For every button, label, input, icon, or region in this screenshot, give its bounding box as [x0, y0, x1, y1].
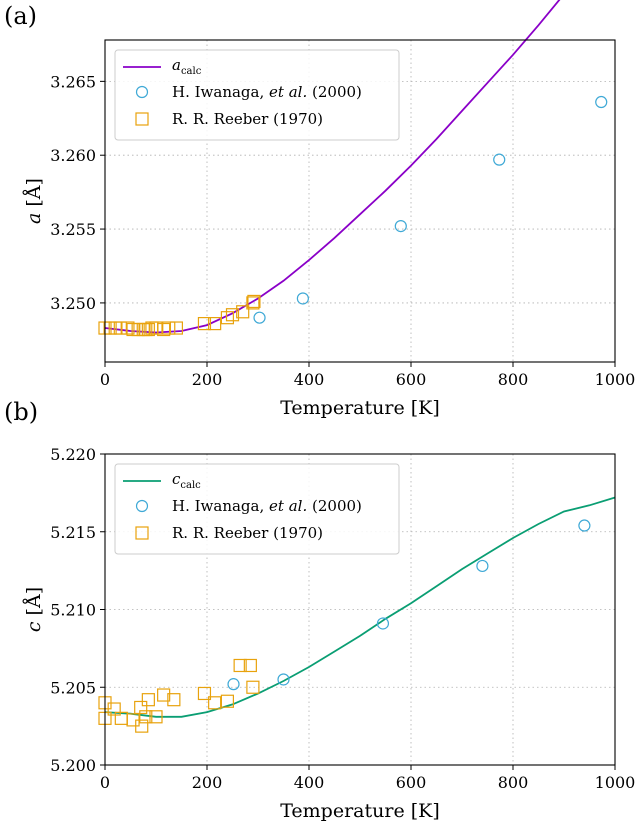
x-tick-label: 0: [100, 370, 110, 389]
y-axis-symbol: c: [23, 621, 45, 632]
plot-frame: [104, 39, 616, 363]
x-axis-label: Temperature [K]: [280, 397, 440, 419]
panel-label: (a): [4, 2, 37, 30]
iwanaga-point: [277, 673, 290, 686]
calc-series-line: [104, 0, 561, 334]
y-tick-label: 3.265: [50, 72, 96, 91]
reeber-point: [149, 710, 163, 724]
legend-calc-symbol: c: [172, 470, 181, 488]
reeber-point: [243, 658, 257, 673]
reeber-point: [141, 322, 155, 337]
reeber-point: [157, 322, 171, 337]
reeber-point: [246, 680, 260, 694]
iwanaga-point: [493, 153, 506, 166]
legend-label-calc: ccalc: [172, 470, 201, 491]
reeber-point: [134, 700, 148, 715]
legend: acalc H. Iwanaga, et al. (2000) R. R. Re…: [114, 49, 400, 141]
iwanaga-point: [578, 519, 591, 532]
x-tick-label: 200: [192, 370, 223, 389]
x-tick-label: 400: [294, 773, 325, 792]
reeber-point: [208, 696, 222, 710]
y-tick-label: 5.215: [50, 523, 96, 542]
legend-calc-subscript: calc: [180, 480, 201, 491]
x-tick-label: 1000: [595, 773, 635, 792]
reeber-point: [247, 294, 261, 309]
x-tick-label: 400: [294, 370, 325, 389]
y-axis-symbol: a: [23, 213, 45, 224]
x-axis-label: Temperature [K]: [280, 800, 440, 822]
reeber-point: [236, 305, 250, 319]
panel-b: (b) 0 200 400 600 800 1000 5.200 5.205 5.210 5.21…: [4, 398, 635, 822]
legend-box: [114, 463, 400, 555]
y-tick-label: 5.200: [50, 756, 96, 775]
iwanaga-point: [394, 220, 407, 233]
y-tick-label: 3.255: [50, 220, 96, 239]
reeber-point: [220, 694, 234, 708]
calc-series-line: [104, 496, 616, 718]
iwanaga-point: [253, 311, 266, 324]
iwanaga-point: [595, 95, 608, 109]
y-tick-label: 5.205: [50, 678, 96, 697]
legend-calc-symbol: a: [172, 56, 181, 74]
x-tick-label: 600: [396, 773, 427, 792]
legend-marker-square: [135, 112, 149, 126]
x-tick-label: 600: [396, 370, 427, 389]
legend-marker-circle: [135, 85, 149, 99]
y-tick-label: 5.210: [50, 601, 96, 620]
x-tick-label: 200: [192, 773, 223, 792]
legend-label-reeber: R. R. Reeber (1970): [172, 524, 323, 542]
iwanaga-point: [376, 617, 390, 630]
y-axis-unit: [Å]: [23, 178, 45, 207]
reeber-point: [141, 693, 155, 707]
reeber-point: [220, 311, 234, 325]
panel-a: (a) 0 200 400 600 800 1000 3.250 3.255 3.260 3.26…: [4, 0, 635, 419]
reeber-point: [197, 316, 212, 331]
legend-marker-circle: [135, 499, 149, 513]
legend-marker-square: [135, 526, 149, 540]
legend-label-iwanaga: H. Iwanaga, et al. (2000): [172, 497, 362, 515]
reeber-point: [162, 321, 176, 335]
x-tick-label: 800: [498, 370, 529, 389]
reeber-point: [225, 308, 240, 322]
panel-label: (b): [4, 398, 38, 426]
reeber-point: [149, 321, 163, 335]
y-tick-label: 3.250: [50, 294, 96, 313]
x-tick-label: 0: [100, 773, 110, 792]
legend-label-iwanaga: H. Iwanaga, et al. (2000): [172, 83, 362, 101]
x-tick-label: 1000: [595, 370, 635, 389]
legend-calc-subscript: calc: [181, 66, 202, 77]
reeber-point: [121, 321, 135, 335]
y-tick-label: 5.220: [50, 445, 96, 464]
y-axis-label: c [Å]: [23, 587, 45, 632]
iwanaga-point: [296, 292, 309, 305]
iwanaga-point: [476, 559, 489, 573]
y-tick-label: 3.260: [50, 146, 96, 165]
reeber-point: [157, 688, 171, 702]
reeber-point: [169, 321, 183, 335]
reeber-point: [113, 321, 127, 335]
reeber-point: [208, 316, 222, 331]
y-axis-unit: [Å]: [23, 587, 45, 616]
reeber-point: [107, 702, 121, 716]
reeber-point: [246, 296, 260, 310]
legend-label-reeber: R. R. Reeber (1970): [172, 110, 323, 128]
x-tick-label: 800: [498, 773, 529, 792]
iwanaga-point: [227, 678, 240, 691]
reeber-point: [167, 693, 181, 707]
legend-label-calc: acalc: [172, 56, 202, 77]
legend: ccalc H. Iwanaga, et al. (2000) R. R. Re…: [114, 463, 400, 555]
reeber-point: [135, 719, 149, 733]
reeber-point: [139, 710, 153, 724]
legend-box: [114, 49, 400, 141]
y-axis-label: a [Å]: [23, 178, 45, 224]
reeber-point: [197, 686, 212, 701]
reeber-point: [233, 658, 247, 673]
